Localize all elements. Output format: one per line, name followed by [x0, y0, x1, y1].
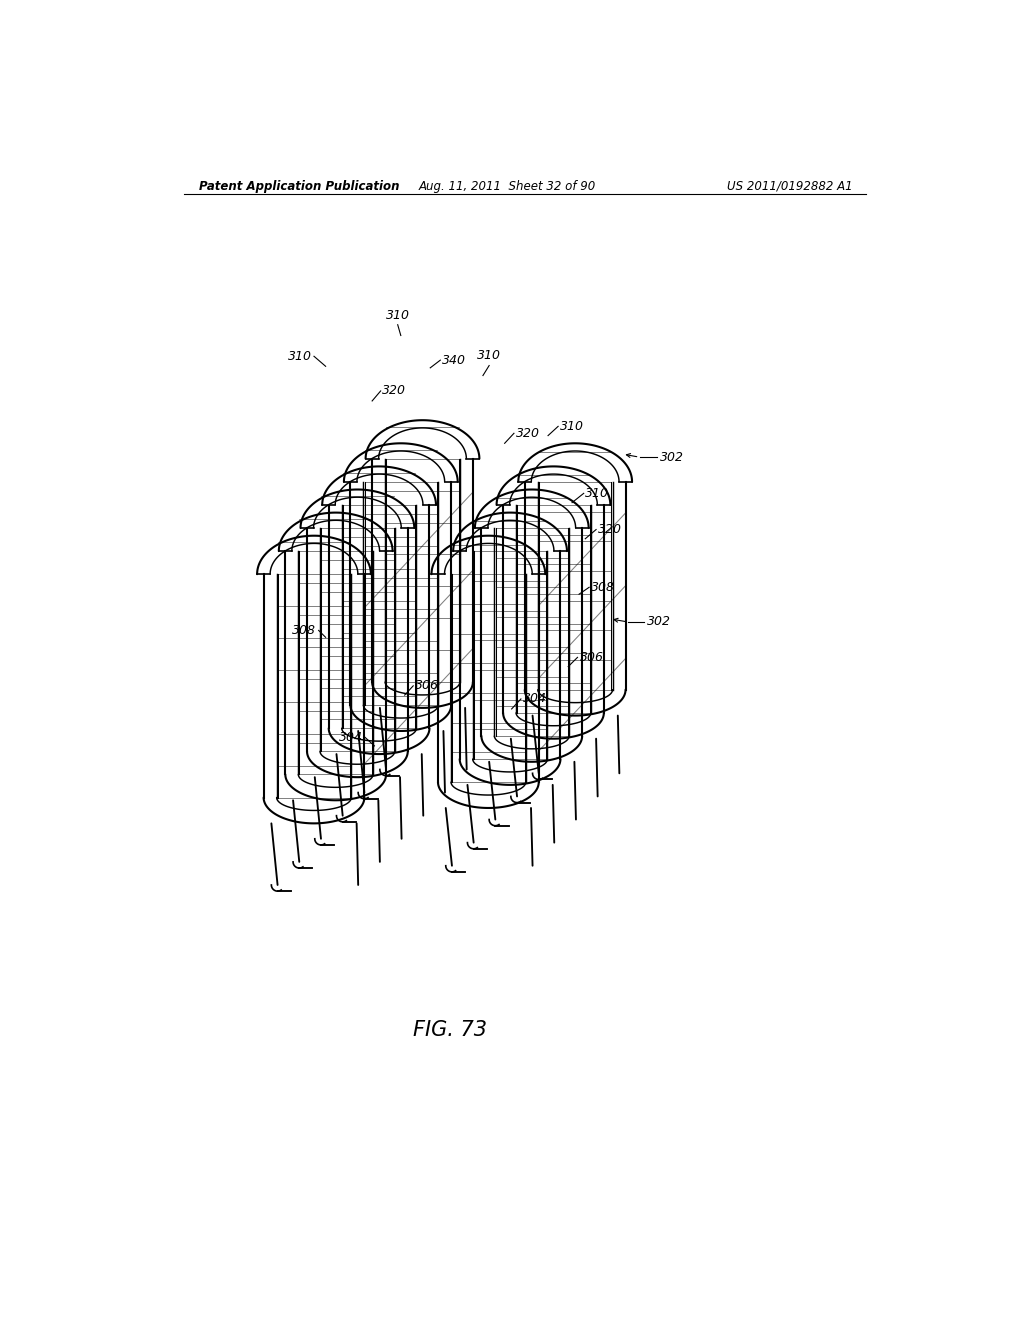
Text: 320: 320 — [382, 384, 407, 397]
Text: 310: 310 — [477, 350, 501, 363]
Text: 340: 340 — [442, 354, 466, 367]
Text: 304: 304 — [339, 731, 362, 744]
Text: 306: 306 — [415, 680, 438, 693]
Text: 320: 320 — [515, 426, 540, 440]
Text: 310: 310 — [560, 420, 585, 433]
Text: 302: 302 — [647, 615, 672, 628]
Text: 310: 310 — [288, 350, 311, 363]
Text: 310: 310 — [586, 487, 609, 500]
Text: 306: 306 — [580, 651, 604, 664]
Text: US 2011/0192882 A1: US 2011/0192882 A1 — [727, 180, 853, 193]
Text: 310: 310 — [386, 309, 410, 322]
Text: Aug. 11, 2011  Sheet 32 of 90: Aug. 11, 2011 Sheet 32 of 90 — [419, 180, 596, 193]
Text: 304: 304 — [523, 693, 547, 705]
Text: 302: 302 — [659, 450, 684, 463]
Text: Patent Application Publication: Patent Application Publication — [200, 180, 399, 193]
Text: 320: 320 — [598, 523, 622, 536]
Text: FIG. 73: FIG. 73 — [413, 1020, 486, 1040]
Text: 308: 308 — [592, 581, 615, 594]
Text: 308: 308 — [292, 624, 316, 638]
